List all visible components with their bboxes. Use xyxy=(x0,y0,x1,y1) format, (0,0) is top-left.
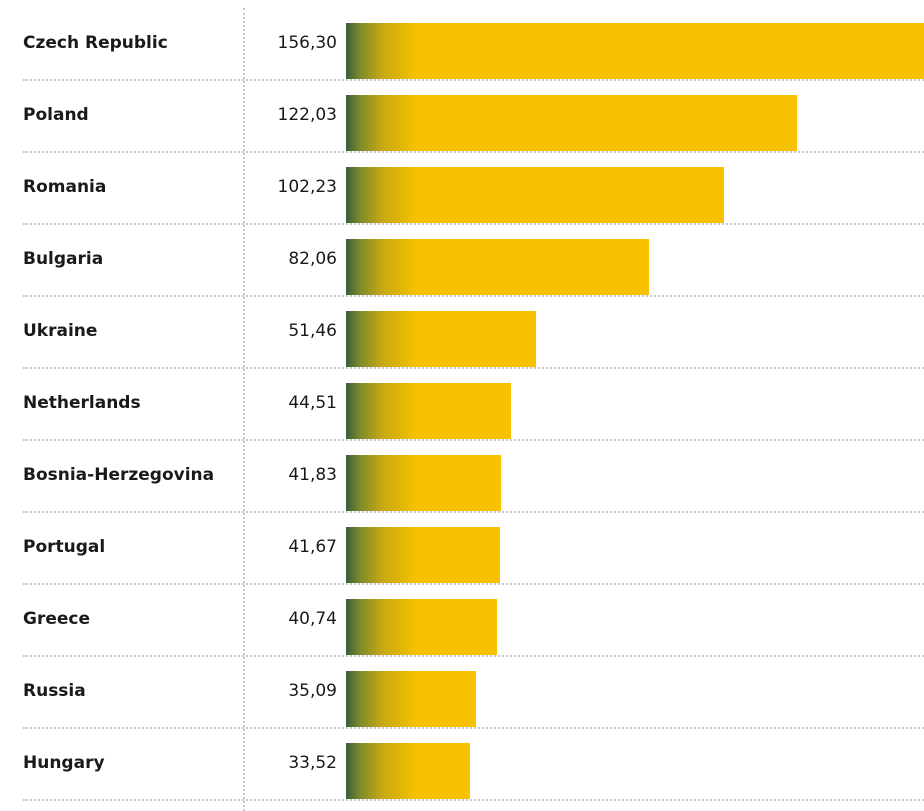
category-label: Hungary xyxy=(23,753,105,773)
data-label: 44,51 xyxy=(288,393,337,413)
category-label: Czech Republic xyxy=(23,33,168,53)
column-divider xyxy=(243,8,245,811)
bar xyxy=(346,383,511,439)
chart-row: Russia 35,09 xyxy=(0,656,924,729)
bar xyxy=(346,743,470,799)
category-label: Portugal xyxy=(23,537,106,557)
row-separator xyxy=(23,583,924,585)
data-label: 82,06 xyxy=(288,249,337,269)
bar xyxy=(346,23,924,79)
row-separator xyxy=(23,799,924,801)
row-separator xyxy=(23,439,924,441)
data-label: 41,83 xyxy=(288,465,337,485)
row-separator xyxy=(23,367,924,369)
category-label: Greece xyxy=(23,609,91,629)
row-separator xyxy=(23,223,924,225)
row-separator xyxy=(23,511,924,513)
data-label: 156,30 xyxy=(277,33,337,53)
chart-row: Poland 122,03 xyxy=(0,80,924,153)
bar xyxy=(346,167,724,223)
chart-row: Portugal 41,67 xyxy=(0,512,924,585)
category-label: Poland xyxy=(23,105,89,125)
chart-row: Romania 102,23 xyxy=(0,152,924,225)
bar xyxy=(346,239,649,295)
category-label: Netherlands xyxy=(23,393,141,413)
data-label: 35,09 xyxy=(288,681,337,701)
chart-row: Bulgaria 82,06 xyxy=(0,224,924,297)
data-label: 102,23 xyxy=(277,177,337,197)
chart-row: Hungary 33,52 xyxy=(0,728,924,801)
bar xyxy=(346,311,536,367)
row-separator xyxy=(23,655,924,657)
row-separator xyxy=(23,79,924,81)
chart-row: Czech Republic 156,30 xyxy=(0,8,924,81)
data-label: 51,46 xyxy=(288,321,337,341)
chart-row: Ukraine 51,46 xyxy=(0,296,924,369)
data-label: 40,74 xyxy=(288,609,337,629)
chart-row: Bosnia-Herzegovina 41,83 xyxy=(0,440,924,513)
row-separator xyxy=(23,295,924,297)
row-separator xyxy=(23,727,924,729)
bar xyxy=(346,599,497,655)
chart-row: Greece 40,74 xyxy=(0,584,924,657)
category-label: Russia xyxy=(23,681,86,701)
category-label: Romania xyxy=(23,177,107,197)
bar xyxy=(346,95,797,151)
data-label: 122,03 xyxy=(277,105,337,125)
row-separator xyxy=(23,151,924,153)
data-label: 33,52 xyxy=(288,753,337,773)
data-label: 41,67 xyxy=(288,537,337,557)
bar xyxy=(346,671,476,727)
category-label: Bosnia-Herzegovina xyxy=(23,465,215,485)
category-label: Bulgaria xyxy=(23,249,104,269)
bar xyxy=(346,527,500,583)
category-label: Ukraine xyxy=(23,321,98,341)
bar xyxy=(346,455,501,511)
chart-row: Netherlands 44,51 xyxy=(0,368,924,441)
